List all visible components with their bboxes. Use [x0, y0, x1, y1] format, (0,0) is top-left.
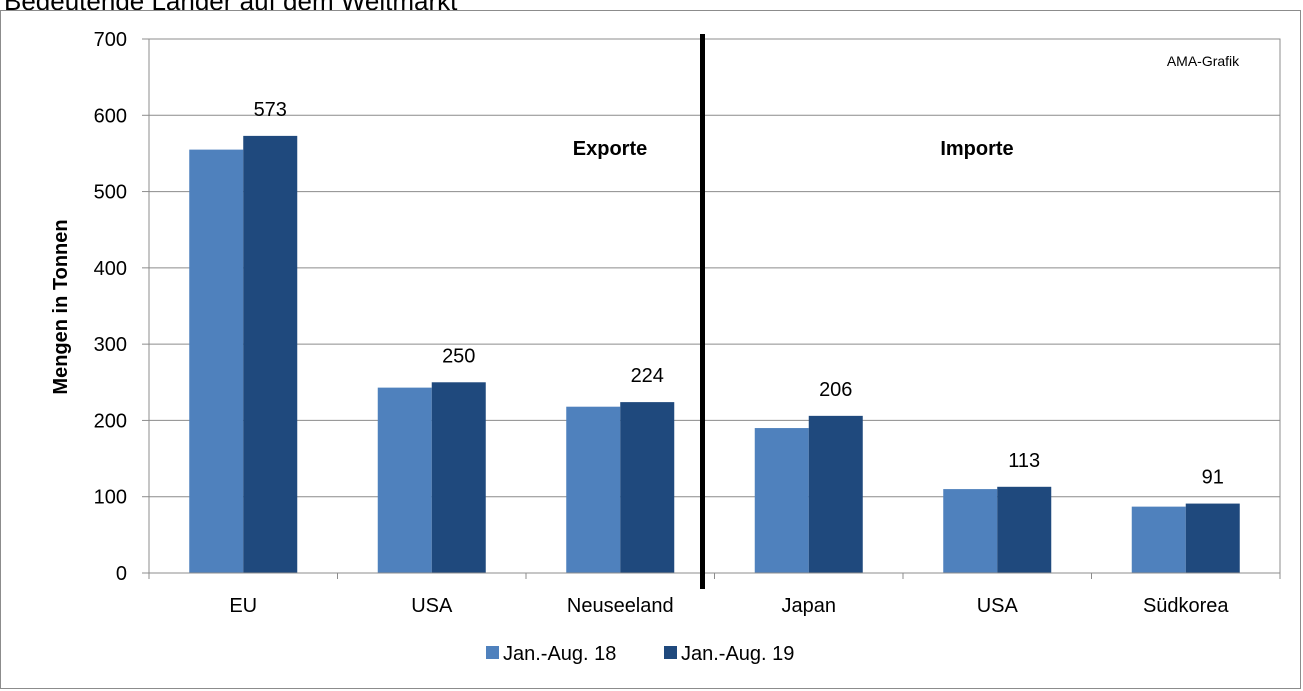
legend-label: Jan.-Aug. 18: [503, 643, 616, 665]
y-tick-label: 100: [94, 487, 127, 509]
group-label-importe: Importe: [940, 138, 1013, 160]
bar[interactable]: [189, 149, 244, 573]
y-axis-title: Mengen in Tonnen: [50, 219, 72, 394]
data-label: 573: [254, 99, 287, 121]
bar[interactable]: [1185, 503, 1240, 573]
data-label: 224: [631, 365, 664, 387]
source-annotation: AMA-Grafik: [1167, 53, 1240, 69]
legend-label: Jan.-Aug. 19: [681, 643, 794, 665]
x-tick-label: USA: [411, 595, 453, 617]
gridlines: [148, 38, 1281, 574]
chart-frame: [0, 10, 1301, 689]
y-tick-label: 700: [94, 29, 127, 51]
x-tick-label: Südkorea: [1143, 595, 1229, 617]
bar[interactable]: [943, 489, 998, 573]
axes: 0 100 200 300 400 500 600 700 EU USA Neuseeland Jap…: [94, 29, 1281, 617]
bars: [189, 135, 1240, 573]
bar[interactable]: [997, 486, 1052, 573]
plot-area: [148, 38, 1281, 574]
bar[interactable]: [1131, 506, 1186, 573]
x-tick-label: USA: [977, 595, 1019, 617]
y-tick-label: 400: [94, 258, 127, 280]
data-label: 113: [1008, 450, 1040, 472]
data-label: 250: [442, 345, 475, 367]
y-tick-label: 0: [116, 563, 127, 585]
data-label: 206: [819, 379, 852, 401]
y-tick-label: 600: [94, 105, 127, 127]
bar[interactable]: [808, 415, 863, 573]
bar[interactable]: [566, 406, 621, 573]
data-label: 91: [1202, 467, 1224, 489]
y-tick-label: 200: [94, 410, 127, 432]
bar[interactable]: [243, 135, 298, 573]
x-tick-label: Neuseeland: [567, 595, 674, 617]
bar[interactable]: [431, 382, 486, 573]
x-tick-label: EU: [229, 595, 257, 617]
y-tick-label: 300: [94, 334, 127, 356]
data-labels: 573 250 224 206 113 91: [254, 99, 1224, 489]
page-title: Bedeutende Länder auf dem Weltmarkt: [4, 0, 458, 16]
bar[interactable]: [377, 387, 432, 573]
bar[interactable]: [754, 428, 809, 573]
legend-swatch: [664, 646, 677, 659]
group-label-exporte: Exporte: [573, 138, 647, 160]
legend-swatch: [486, 646, 499, 659]
legend: Jan.-Aug. 18 Jan.-Aug. 19: [486, 643, 794, 665]
bar[interactable]: [620, 402, 675, 573]
x-tick-label: Japan: [782, 595, 837, 617]
y-tick-label: 500: [94, 182, 127, 204]
